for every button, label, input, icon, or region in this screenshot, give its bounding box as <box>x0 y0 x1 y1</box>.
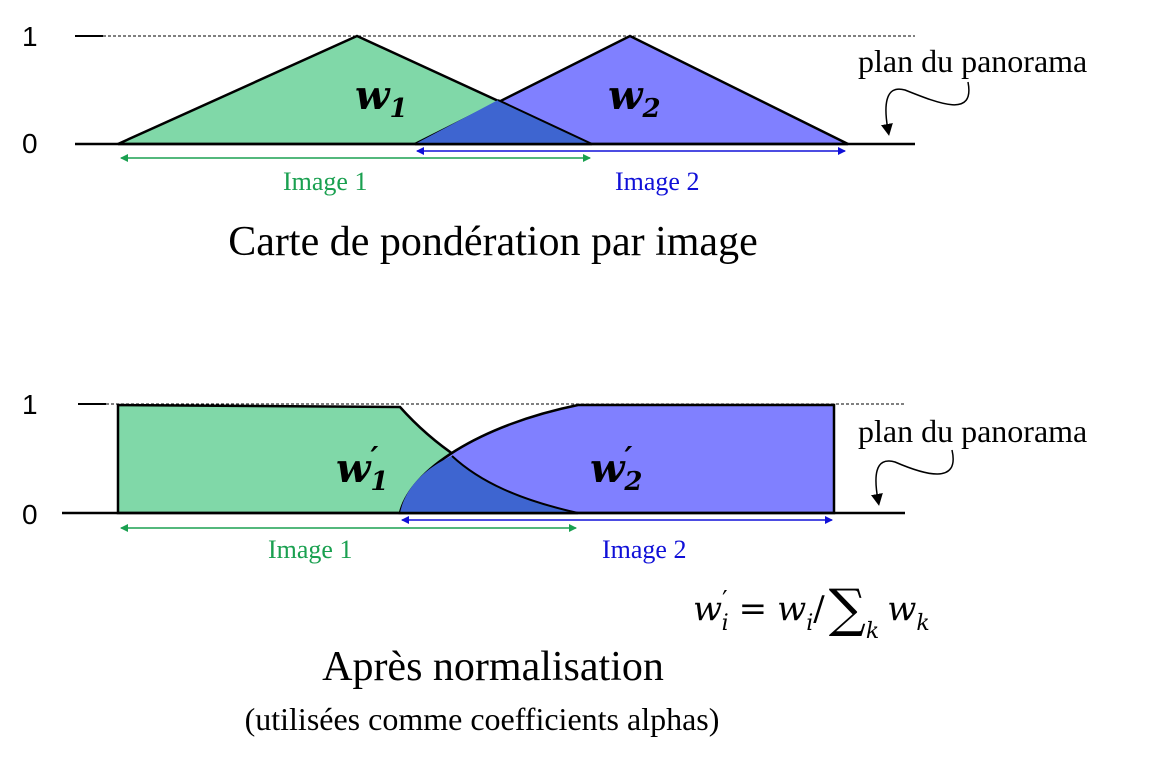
top-plane-arrow <box>881 81 970 136</box>
top-w1-edge-over <box>497 99 593 145</box>
bottom-image2-label: Image 2 <box>602 535 686 564</box>
top-image1-label: Image 1 <box>283 167 367 196</box>
top-tick-one: 1 <box>22 21 38 52</box>
top-caption: Carte de pondération par image <box>228 219 757 265</box>
bottom-plane-arrow <box>871 449 954 506</box>
bottom-w1-label: w′ 1 <box>336 441 388 497</box>
bottom-overlap-region <box>400 456 578 513</box>
top-overlap-region <box>415 100 592 144</box>
top-w1-label: w1 <box>355 72 408 124</box>
bottom-panel: 1 0 w′ 1 w′ 2 plan du panorama Image 1 Ima… <box>22 389 1087 737</box>
bottom-tick-zero: 0 <box>22 499 38 530</box>
top-image2-label: Image 2 <box>615 167 699 196</box>
normalization-formula: w′ i = wi/∑kwk <box>693 579 930 644</box>
top-plane-label: plan du panorama <box>858 43 1087 79</box>
bottom-w2-label: w′ 2 <box>590 441 642 497</box>
bottom-subcaption: (utilisées comme coefficients alphas) <box>245 701 720 737</box>
top-w2-label: w2 <box>608 72 661 124</box>
top-panel: 1 0 w1 w2 plan du panorama Image 1 Image… <box>22 21 1087 265</box>
top-tick-zero: 0 <box>22 128 38 159</box>
bottom-tick-one: 1 <box>22 389 38 420</box>
bottom-image1-label: Image 1 <box>268 535 352 564</box>
bottom-plane-label: plan du panorama <box>858 413 1087 449</box>
bottom-w1-edge-over <box>451 455 579 514</box>
bottom-caption: Après normalisation <box>322 644 664 690</box>
